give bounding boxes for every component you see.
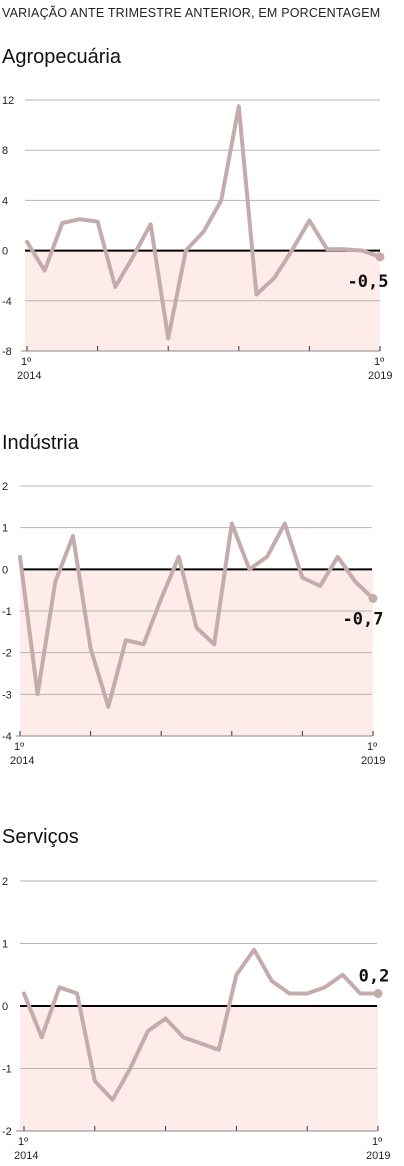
chart-subtitle: VARIAÇÃO ANTE TRIMESTRE ANTERIOR, EM POR… bbox=[2, 6, 381, 20]
y-tick-label: -4 bbox=[2, 731, 12, 743]
panel-title-servicos: Serviços bbox=[2, 826, 79, 848]
panel-title-agropecuaria: Agropecuária bbox=[2, 46, 121, 68]
y-tick-label: 1 bbox=[2, 523, 8, 535]
y-tick-label: 2 bbox=[2, 876, 8, 888]
x-end-quarter-label: 1º bbox=[372, 1136, 382, 1148]
end-point bbox=[375, 252, 385, 262]
x-start-quarter-label: 1º bbox=[18, 1136, 28, 1148]
y-tick-label: 12 bbox=[2, 95, 14, 107]
x-start-quarter-label: 1º bbox=[21, 356, 31, 368]
end-value-label: -0,5 bbox=[348, 272, 389, 292]
x-start-quarter-label: 1º bbox=[14, 741, 24, 753]
y-tick-label: 4 bbox=[2, 195, 8, 207]
x-end-quarter-label: 1º bbox=[374, 356, 384, 368]
end-value-label: 0,2 bbox=[359, 967, 390, 987]
x-start-year-label: 2014 bbox=[14, 1150, 38, 1162]
y-tick-label: 1 bbox=[2, 939, 8, 951]
y-tick-label: -2 bbox=[2, 1126, 12, 1138]
y-tick-label: 0 bbox=[2, 246, 8, 258]
x-end-year-label: 2019 bbox=[366, 1150, 390, 1162]
y-tick-label: -1 bbox=[2, 1064, 12, 1076]
x-end-year-label: 2019 bbox=[368, 370, 392, 382]
x-end-year-label: 2019 bbox=[361, 755, 385, 767]
end-value-label: -0,7 bbox=[343, 610, 384, 630]
series-line bbox=[22, 947, 380, 1102]
x-start-year-label: 2014 bbox=[17, 370, 41, 382]
y-tick-label: 0 bbox=[2, 564, 8, 576]
end-point bbox=[373, 989, 383, 998]
y-tick-label: -8 bbox=[2, 346, 12, 358]
y-tick-label: 8 bbox=[2, 145, 8, 157]
y-tick-label: -4 bbox=[2, 296, 12, 308]
y-tick-label: -2 bbox=[2, 648, 12, 660]
x-start-year-label: 2014 bbox=[10, 755, 34, 767]
x-end-quarter-label: 1º bbox=[367, 741, 377, 753]
y-tick-label: 0 bbox=[2, 1001, 8, 1013]
y-tick-label: -3 bbox=[2, 689, 12, 701]
y-tick-label: 2 bbox=[2, 481, 8, 493]
end-point bbox=[368, 594, 378, 603]
y-tick-label: -1 bbox=[2, 606, 12, 618]
series-line bbox=[25, 104, 382, 341]
panel-title-industria: Indústria bbox=[2, 432, 79, 454]
series-line bbox=[18, 521, 375, 709]
